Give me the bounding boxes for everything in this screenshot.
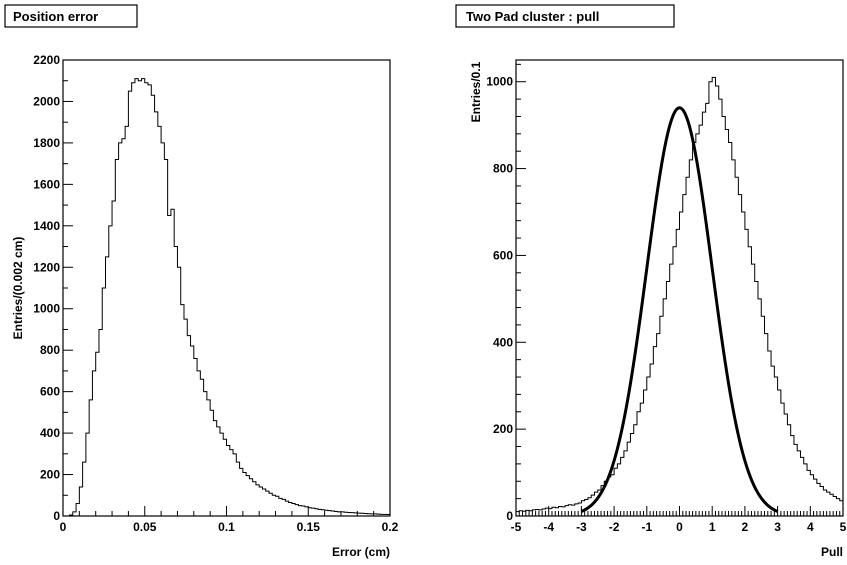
x-tick-label: -1 <box>641 520 652 534</box>
y-tick-label: 1800 <box>33 136 60 150</box>
position-error-pad: Position error 0 0.05 0.1 0.15 0.2 0 200 400 60… <box>4 4 399 559</box>
x-tick-label: 0.1 <box>218 520 235 534</box>
y-tick-label: 200 <box>40 468 60 482</box>
x-tick-label: 1 <box>709 520 716 534</box>
x-tick-label: -2 <box>609 520 620 534</box>
y-tick-label: 400 <box>40 426 60 440</box>
y-axis-label: Entries/0.1 <box>469 61 483 122</box>
chart-title: Two Pad cluster : pull <box>466 9 599 24</box>
x-tick-label: 2 <box>742 520 749 534</box>
x-tick-label: -5 <box>511 520 522 534</box>
gaussian-fit-curve <box>580 106 779 513</box>
title-box <box>455 4 675 28</box>
y-tick-label: 1000 <box>33 302 60 316</box>
x-axis: -5 -4 -3 -2 -1 0 1 2 3 4 5 <box>511 506 847 534</box>
y-tick-label: 600 <box>40 385 60 399</box>
x-tick-label: 0.05 <box>133 520 157 534</box>
y-tick-label: 800 <box>493 162 513 176</box>
y-tick-label: 400 <box>493 335 513 349</box>
y-tick-label: 1600 <box>33 177 60 191</box>
y-tick-label: 200 <box>493 422 513 436</box>
x-tick-label: 5 <box>840 520 847 534</box>
histogram <box>515 76 844 516</box>
y-tick-label: 2000 <box>33 94 60 108</box>
y-tick-label: 800 <box>40 343 60 357</box>
pull-pad: Two Pad cluster : pull -5 -4 -3 -2 -1 0 1 2 3 4 5 … <box>455 4 847 559</box>
x-axis: 0 0.05 0.1 0.15 0.2 <box>60 506 399 534</box>
title-box <box>4 4 138 28</box>
histogram-line <box>515 76 844 516</box>
x-tick-label: 0.2 <box>382 520 399 534</box>
y-tick-label: 0 <box>506 509 513 523</box>
x-tick-label: -4 <box>543 520 554 534</box>
x-tick-label: -3 <box>576 520 587 534</box>
plot-frame <box>515 59 844 517</box>
y-axis: 0 200 400 600 800 1000 <box>486 63 526 523</box>
chart-title: Position error <box>13 9 98 24</box>
y-axis-label: Entries/(0.002 cm) <box>11 237 25 340</box>
x-tick-label: 0 <box>676 520 683 534</box>
x-axis-label: Pull <box>821 545 843 559</box>
plot-frame <box>62 59 391 517</box>
x-tick-label: 0.15 <box>297 520 321 534</box>
x-tick-label: 0 <box>60 520 67 534</box>
y-tick-label: 2200 <box>33 53 60 67</box>
histogram-line <box>63 78 391 517</box>
y-tick-label: 600 <box>493 248 513 262</box>
x-tick-label: 4 <box>807 520 814 534</box>
y-tick-label: 1000 <box>486 75 513 89</box>
y-tick-label: 1200 <box>33 260 60 274</box>
y-tick-label: 1400 <box>33 219 60 233</box>
y-tick-label: 0 <box>53 509 60 523</box>
histogram <box>63 78 391 517</box>
y-axis: 0 200 400 600 800 1000 1200 1400 1600 1800 2000 220… <box>33 53 73 523</box>
x-tick-label: 3 <box>774 520 781 534</box>
x-axis-label: Error (cm) <box>332 545 390 559</box>
